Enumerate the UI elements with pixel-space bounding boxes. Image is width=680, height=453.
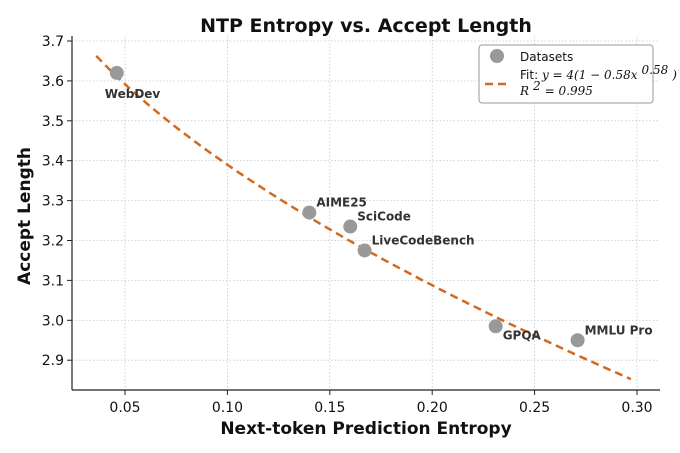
data-point-label: WebDev — [105, 87, 161, 101]
y-tick-label: 3.4 — [42, 154, 64, 170]
x-tick-label: 0.10 — [212, 400, 243, 416]
legend-fit-equation: y = 4(1 − 0.58x — [541, 68, 638, 82]
data-point — [109, 65, 124, 80]
legend-fit-exponent: 0.58 — [642, 63, 669, 77]
data-point — [570, 333, 585, 348]
y-axis-title: Accept Length — [15, 147, 35, 285]
y-tick-label: 3.5 — [42, 114, 64, 130]
legend-fit-label: Fit: y = 4(1 − 0.58x 0.58 ) — [520, 61, 677, 83]
legend-r2-label: R — [519, 84, 529, 98]
y-tick-label: 3.6 — [42, 74, 64, 90]
legend-datasets-marker — [490, 49, 504, 63]
y-tick-label: 3.1 — [42, 273, 64, 289]
y-tick-label: 3.7 — [42, 34, 64, 50]
data-point-label: AIME25 — [316, 196, 367, 210]
legend-r2-sup: 2 — [532, 79, 541, 93]
chart-title: NTP Entropy vs. Accept Length — [200, 15, 532, 37]
legend: Datasets Fit: y = 4(1 − 0.58x 0.58 ) R 2… — [478, 44, 677, 104]
legend-datasets-label: Datasets — [520, 50, 573, 64]
data-point-label: SciCode — [357, 210, 411, 224]
x-tick-label: 0.30 — [621, 400, 652, 416]
legend-r2-value: = 0.995 — [545, 84, 593, 98]
y-tick-label: 3.0 — [42, 313, 64, 329]
legend-fit-close: ) — [671, 68, 677, 82]
x-tick-label: 0.05 — [109, 400, 140, 416]
x-tick-label: 0.25 — [519, 400, 550, 416]
x-tick-label: 0.20 — [417, 400, 448, 416]
y-tick-label: 3.2 — [42, 234, 64, 250]
y-ticks: 2.9 3.0 3.1 3.2 3.3 3.4 3.5 3.6 3.7 — [42, 34, 72, 369]
y-tick-label: 3.3 — [42, 194, 64, 210]
x-ticks: 0.05 0.10 0.15 0.20 0.25 0.30 — [109, 390, 653, 416]
axes — [71, 36, 660, 391]
data-point — [302, 205, 317, 220]
legend-box — [478, 44, 654, 104]
data-point — [343, 219, 358, 234]
legend-fit-prefix: Fit: — [520, 68, 542, 82]
legend-r2: R 2 = 0.995 — [519, 77, 593, 99]
data-point — [488, 319, 503, 334]
y-tick-label: 2.9 — [42, 353, 64, 369]
x-tick-label: 0.15 — [314, 400, 345, 416]
data-point-label: MMLU Pro — [585, 323, 653, 337]
data-point-label: LiveCodeBench — [372, 233, 475, 247]
data-point-label: GPQA — [503, 328, 542, 342]
data-point — [357, 243, 372, 258]
x-axis-title: Next-token Prediction Entropy — [220, 419, 511, 439]
